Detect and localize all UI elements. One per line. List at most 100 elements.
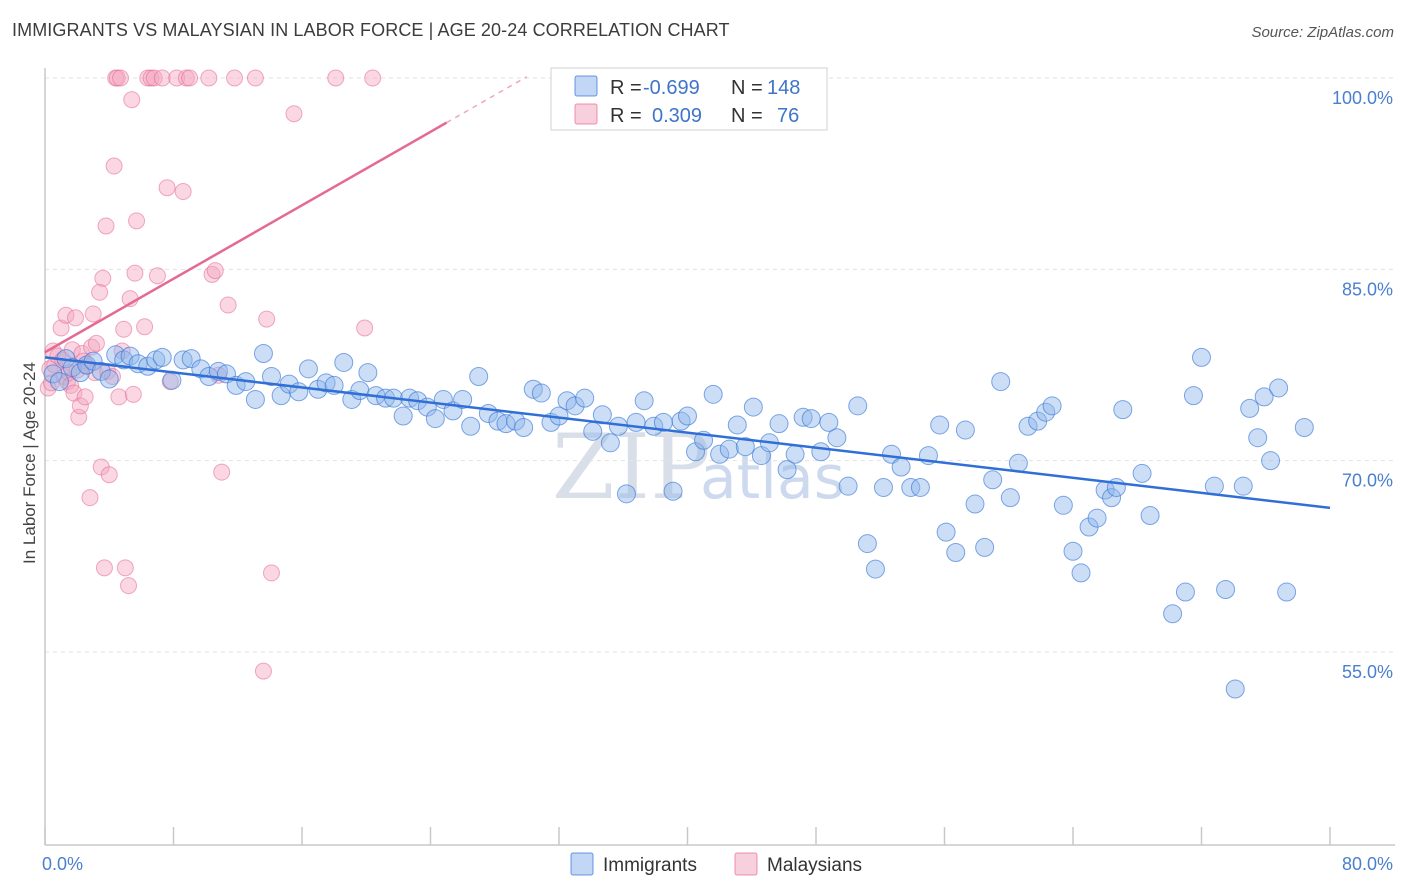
- immigrants-point-94: [838, 476, 858, 496]
- legend-n-value-immigrants: 148: [767, 77, 800, 99]
- immigrants-point-92: [819, 412, 839, 432]
- bottom-legend-swatch-malaysians: [734, 852, 758, 876]
- immigrants-point-129: [1163, 604, 1183, 624]
- malaysians-point-44: [120, 577, 138, 595]
- immigrants-point-66: [600, 433, 620, 453]
- immigrants-point-50: [461, 416, 481, 436]
- malaysians-point-62: [200, 69, 218, 87]
- immigrants-point-93: [827, 428, 847, 448]
- x-tick-label-1: 80.0%: [1342, 854, 1393, 874]
- y-tick-label-1: 85.0%: [1342, 279, 1393, 299]
- immigrants-point-21: [208, 361, 228, 381]
- immigrants-point-78: [703, 384, 723, 404]
- immigrants-point-11: [120, 346, 140, 366]
- immigrants-point-87: [777, 460, 797, 480]
- y-tick-label-0: 100.0%: [1332, 88, 1393, 108]
- immigrants-point-79: [710, 444, 730, 464]
- immigrants-point-64: [583, 421, 603, 441]
- y-tick-labels: 100.0% 85.0% 70.0% 55.0%: [1332, 88, 1393, 682]
- immigrants-point-138: [1248, 428, 1268, 448]
- x-tick-labels: 0.0% 80.0%: [42, 854, 1393, 874]
- malaysians-point-33: [99, 362, 117, 380]
- immigrants-point-106: [946, 543, 966, 563]
- malaysians-point-31: [95, 559, 113, 577]
- malaysians-point-67: [219, 296, 237, 314]
- immigrants-point-7: [91, 361, 111, 381]
- immigrants-point-42: [393, 406, 413, 426]
- immigrants-point-37: [350, 381, 370, 401]
- immigrants-point-96: [857, 534, 877, 554]
- malaysians-point-56: [158, 179, 176, 197]
- immigrants-point-126: [1113, 400, 1133, 420]
- malaysians-point-59: [174, 183, 192, 201]
- immigrants-point-62: [565, 396, 585, 416]
- immigrants-point-131: [1183, 386, 1203, 406]
- malaysians-point-15: [67, 309, 85, 327]
- immigrants-point-110: [983, 470, 1003, 490]
- malaysians-point-40: [111, 69, 129, 87]
- immigrants-point-117: [1042, 396, 1062, 416]
- legend-r-value-malaysians: 0.309: [652, 105, 702, 127]
- immigrants-point-97: [865, 559, 885, 579]
- malaysians-point-69: [246, 69, 264, 87]
- malaysians-point-49: [128, 212, 146, 230]
- series-malaysians: [39, 69, 382, 680]
- axes: [44, 68, 1395, 846]
- immigrants-point-51: [469, 366, 489, 386]
- watermark-atlas: atlas: [700, 443, 845, 513]
- immigrants-point-143: [1294, 418, 1314, 438]
- malaysians-point-74: [327, 69, 345, 87]
- immigrants-point-81: [727, 415, 747, 435]
- malaysians-point-23: [81, 489, 99, 507]
- immigrants-point-119: [1063, 541, 1083, 561]
- immigrants-point-108: [965, 494, 985, 514]
- immigrants-point-26: [253, 344, 273, 364]
- malaysians-point-75: [356, 319, 374, 337]
- malaysians-point-42: [115, 320, 133, 338]
- immigrants-point-63: [575, 388, 595, 408]
- malaysians-point-76: [364, 69, 382, 87]
- legend-r-label-malaysians: R =: [610, 105, 642, 127]
- immigrants-point-73: [663, 481, 683, 501]
- malaysians-point-54: [148, 267, 166, 285]
- immigrants-point-33: [316, 373, 336, 393]
- malaysians-point-6: [52, 319, 70, 337]
- malaysians-point-47: [124, 385, 142, 403]
- bottom-legend-label-malaysians: Malaysians: [767, 855, 862, 876]
- immigrants-point-136: [1233, 476, 1253, 496]
- immigrants-point-58: [531, 383, 551, 403]
- immigrants-point-104: [930, 415, 950, 435]
- immigrants-point-128: [1140, 506, 1160, 526]
- immigrants-point-27: [261, 366, 281, 386]
- y-axis-label: In Labor Force | Age 20-24: [20, 362, 39, 564]
- immigrants-point-130: [1175, 582, 1195, 602]
- legend-n-label-immigrants: N =: [731, 77, 763, 99]
- chart-source: Source: ZipAtlas.com: [1251, 24, 1394, 41]
- immigrants-point-86: [769, 414, 789, 434]
- immigrants-point-15: [152, 347, 172, 367]
- immigrants-point-112: [1000, 488, 1020, 508]
- malaysians-point-36: [105, 157, 123, 175]
- immigrants-point-83: [743, 397, 763, 417]
- legend-r-value-immigrants: -0.699: [643, 77, 700, 99]
- immigrants-point-4: [70, 363, 90, 383]
- immigrants-point-0: [43, 364, 63, 384]
- immigrants-point-56: [514, 418, 534, 438]
- immigrants-trend-line: [44, 356, 1331, 510]
- immigrants-point-38: [358, 363, 378, 383]
- immigrants-point-95: [848, 396, 868, 416]
- series-legend: Immigrants Malaysians: [570, 852, 862, 876]
- malaysians-trend-extension: [446, 76, 528, 124]
- immigrants-point-111: [991, 372, 1011, 392]
- malaysians-point-35: [103, 367, 121, 385]
- malaysians-point-39: [110, 388, 128, 406]
- immigrants-point-69: [626, 412, 646, 432]
- immigrants-point-127: [1132, 463, 1152, 483]
- immigrants-point-105: [936, 522, 956, 542]
- malaysians-point-46: [123, 91, 141, 109]
- malaysians-point-30: [94, 269, 112, 287]
- immigrants-point-71: [644, 416, 664, 436]
- immigrants-point-134: [1216, 579, 1236, 599]
- immigrants-point-35: [334, 352, 354, 372]
- immigrants-point-1: [49, 372, 69, 392]
